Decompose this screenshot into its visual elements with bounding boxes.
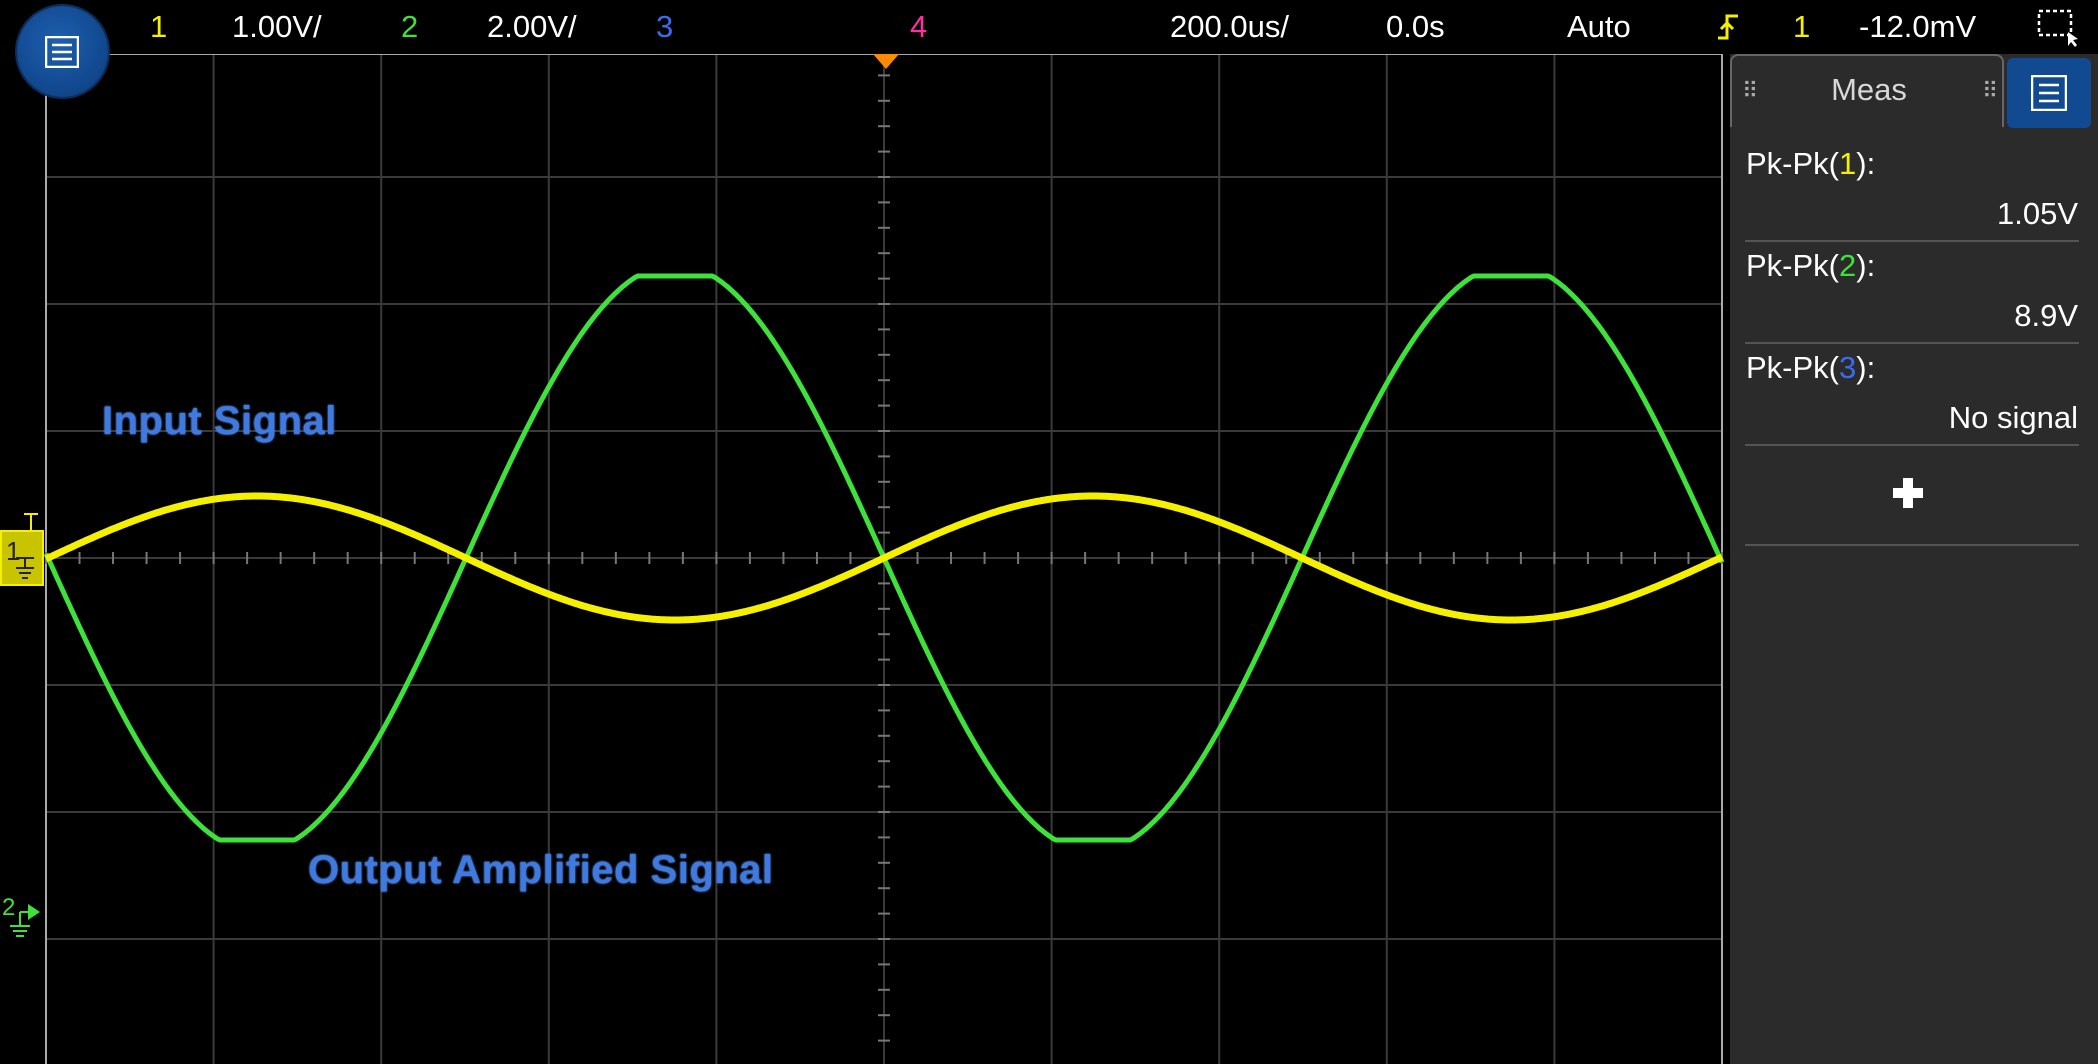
trigger-position-marker[interactable] <box>873 54 899 69</box>
output-signal-annotation: Output Amplified Signal <box>308 848 774 892</box>
meas-tab[interactable]: ⠿ Meas ⠿ <box>1730 54 2004 127</box>
meas-divider <box>1745 544 2079 546</box>
time-delay[interactable]: 0.0s <box>1386 9 1445 44</box>
meas-item-2-prefix: Pk-Pk( <box>1746 248 1839 283</box>
meas-divider <box>1745 342 2079 344</box>
ch3-label[interactable]: 3 <box>656 9 674 44</box>
meas-item-3-channel: 3 <box>1839 350 1857 385</box>
menu-icon <box>2031 75 2067 111</box>
panel-menu-button[interactable] <box>2007 58 2091 128</box>
meas-item-3-value: No signal <box>1948 400 2078 435</box>
meas-item-2-suffix: ): <box>1856 248 1876 283</box>
meas-tab-title: Meas <box>1831 72 1907 107</box>
meas-item-2-channel: 2 <box>1839 248 1857 283</box>
timebase-scale[interactable]: 200.0us/ <box>1170 9 1289 44</box>
ch2-ground-marker[interactable]: 2 <box>0 894 44 944</box>
trigger-level[interactable]: -12.0mV <box>1859 9 1977 44</box>
waveform-display[interactable]: 1 2 Input Signal Output Amplified Signal <box>0 54 1728 1064</box>
measurements-panel <box>1730 54 2098 1064</box>
plus-icon <box>1893 478 1923 508</box>
meas-item-3-suffix: ): <box>1856 350 1876 385</box>
meas-item-2-value: 8.9V <box>2014 298 2078 333</box>
meas-item-1-label[interactable]: Pk-Pk(1): <box>1746 146 1875 182</box>
ch2-label[interactable]: 2 <box>401 9 419 44</box>
trigger-level-marker[interactable] <box>24 513 38 532</box>
status-bar: 1 1.00V/ 2 2.00V/ 3 4 200.0us/ 0.0s Auto… <box>0 0 2098 54</box>
rising-edge-icon[interactable] <box>1716 10 1740 53</box>
meas-item-1-suffix: ): <box>1856 146 1876 181</box>
meas-item-3-prefix: Pk-Pk( <box>1746 350 1839 385</box>
ch2-scale[interactable]: 2.00V/ <box>487 9 577 44</box>
meas-item-2-label[interactable]: Pk-Pk(2): <box>1746 248 1875 284</box>
ch4-label[interactable]: 4 <box>910 9 928 44</box>
trigger-mode[interactable]: Auto <box>1567 9 1631 44</box>
meas-item-1-channel: 1 <box>1839 146 1857 181</box>
drag-handle-icon[interactable]: ⠿ <box>1742 78 1758 103</box>
ch1-ground-marker[interactable]: 1 <box>0 530 44 586</box>
drag-handle-icon[interactable]: ⠿ <box>1982 78 1998 103</box>
main-menu-button[interactable] <box>17 6 108 97</box>
meas-item-1-prefix: Pk-Pk( <box>1746 146 1839 181</box>
ch2-ground-marker-label: 2 <box>2 894 16 921</box>
ch1-scale[interactable]: 1.00V/ <box>232 9 322 44</box>
zoom-select-icon[interactable] <box>2036 8 2082 57</box>
menu-icon <box>45 36 79 68</box>
meas-item-3-label[interactable]: Pk-Pk(3): <box>1746 350 1875 386</box>
add-measurement-button[interactable] <box>1883 468 1933 518</box>
ch1-label[interactable]: 1 <box>150 9 168 44</box>
meas-divider <box>1745 444 2079 446</box>
trigger-source[interactable]: 1 <box>1793 9 1811 44</box>
input-signal-annotation: Input Signal <box>102 399 337 443</box>
meas-divider <box>1745 240 2079 242</box>
ch1-waveform <box>44 492 1724 624</box>
meas-item-1-value: 1.05V <box>1996 196 2078 231</box>
